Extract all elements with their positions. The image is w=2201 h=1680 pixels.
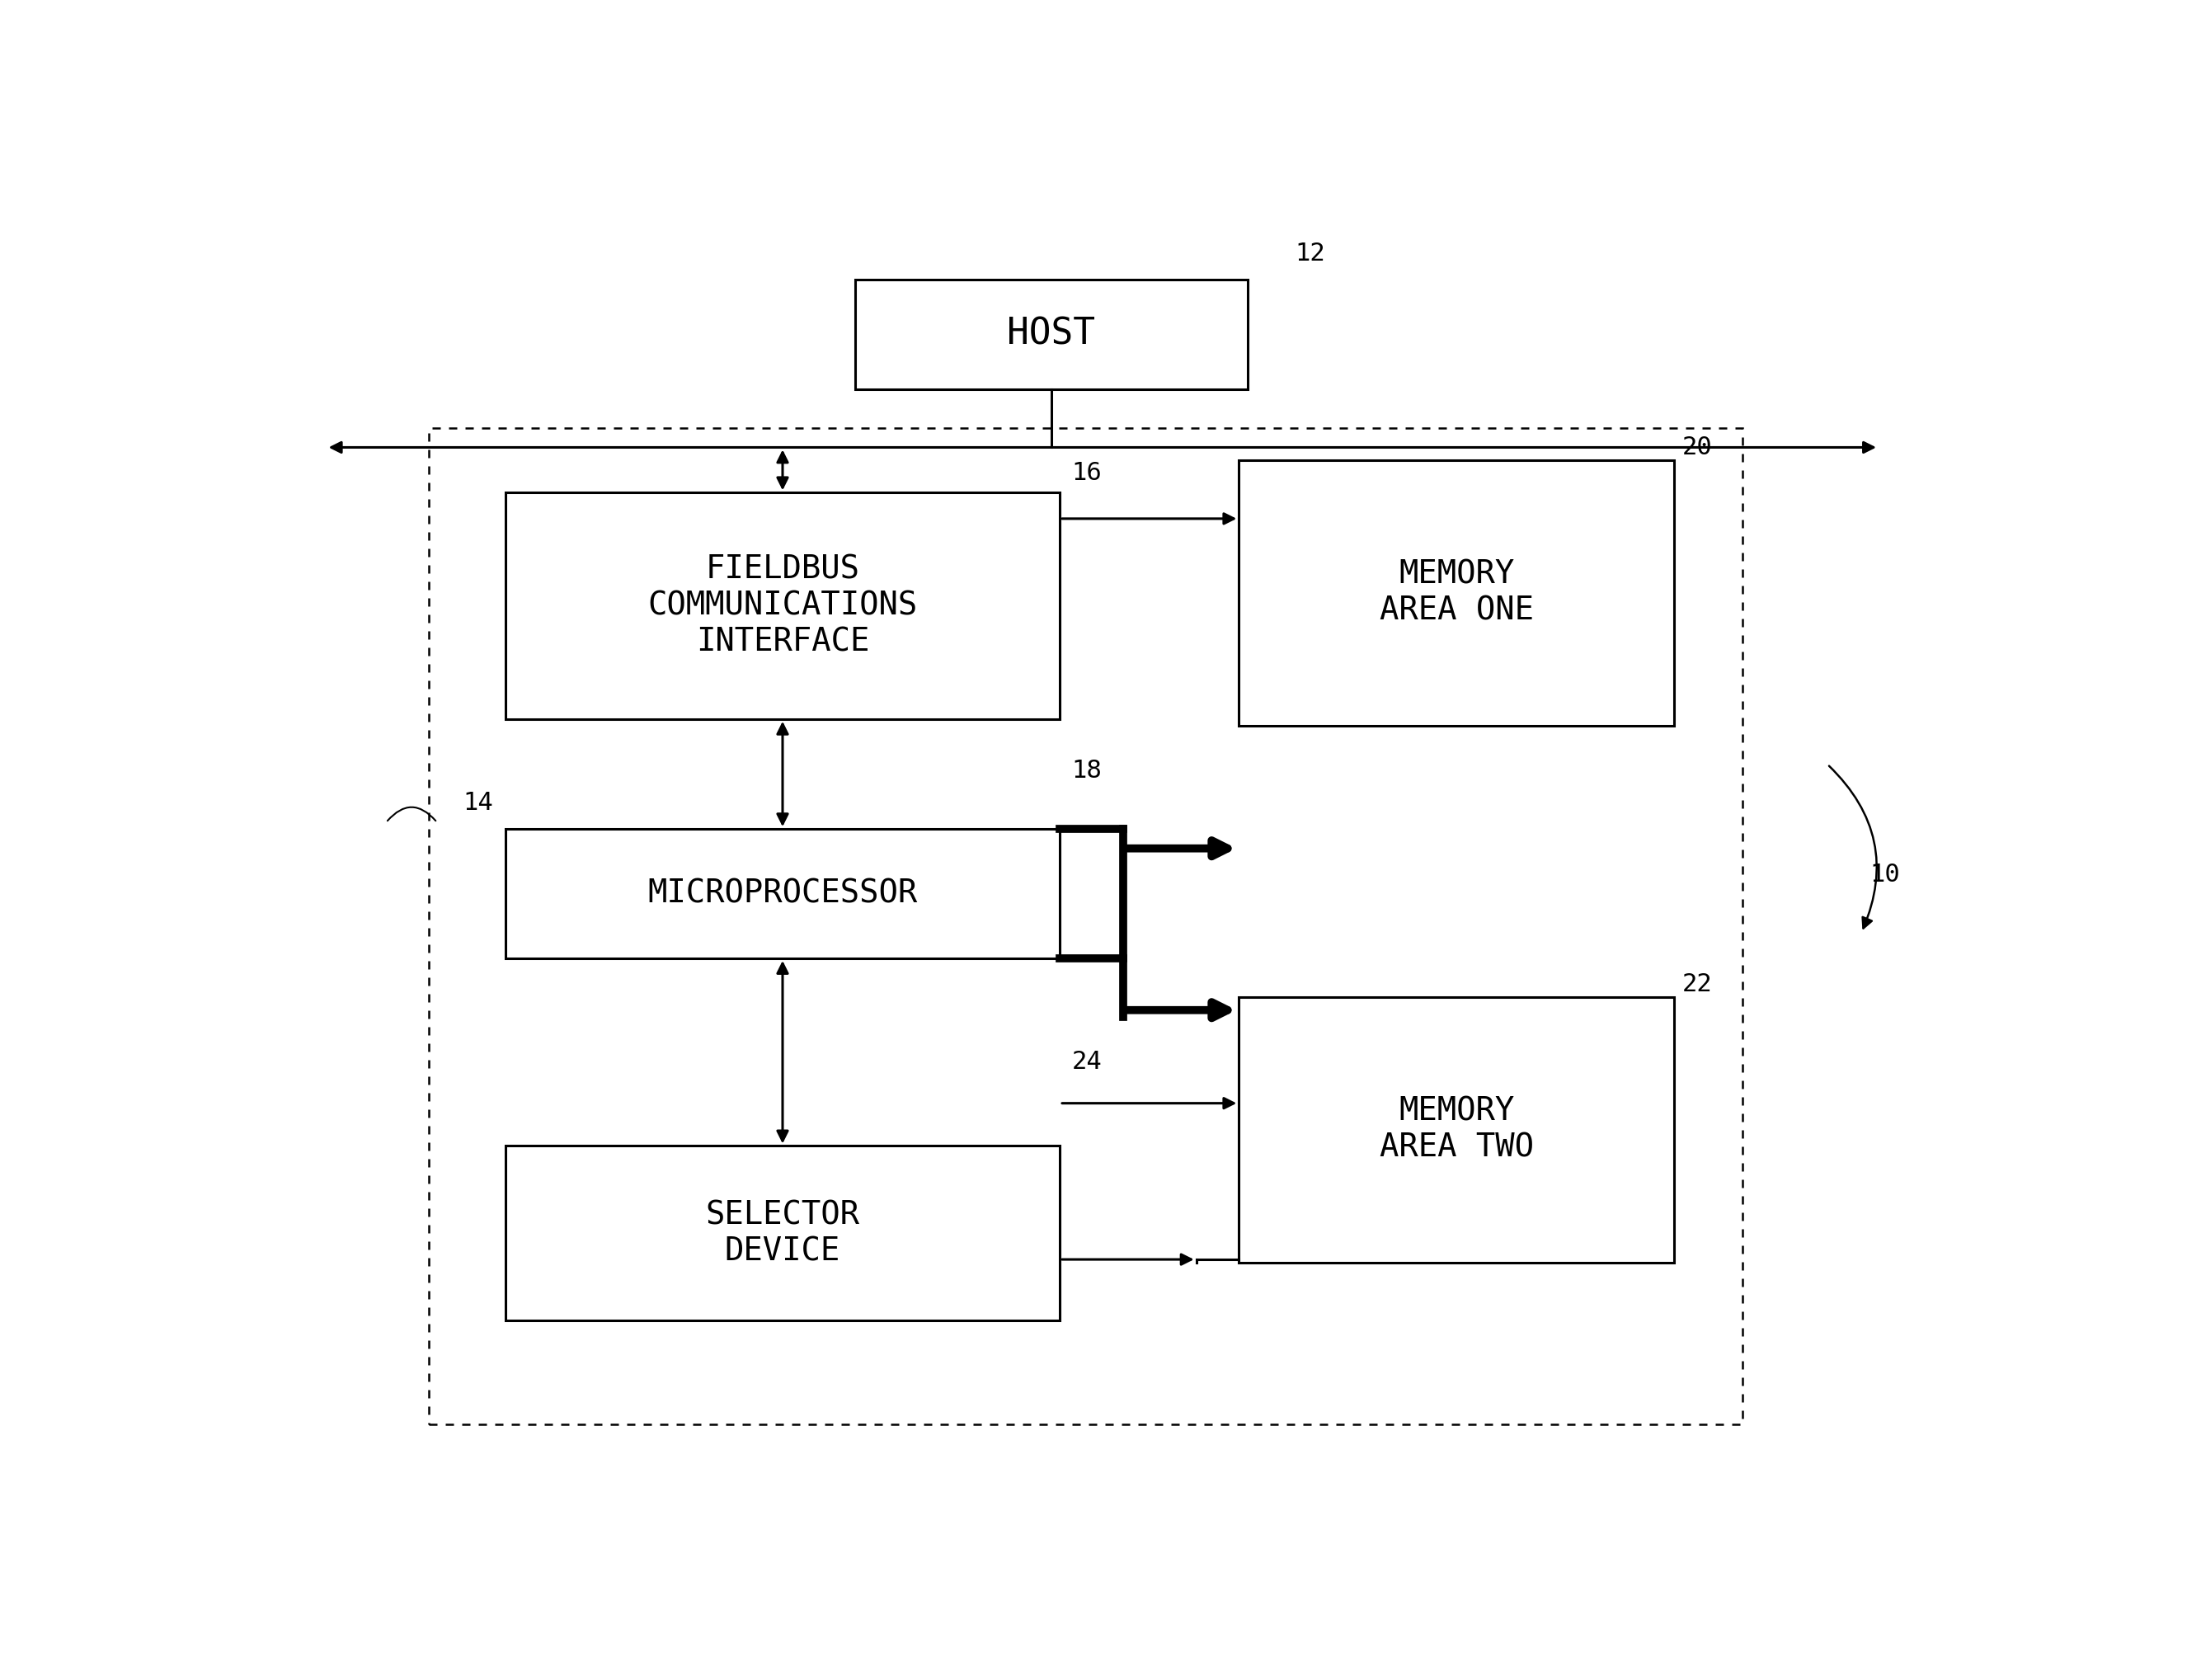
Bar (854, 279, 1248, 390)
Bar (506, 828, 1061, 958)
Text: MICROPROCESSOR: MICROPROCESSOR (647, 879, 918, 909)
Text: 12: 12 (1294, 242, 1325, 265)
Text: SELECTOR
DEVICE: SELECTOR DEVICE (707, 1200, 861, 1267)
Text: 22: 22 (1682, 973, 1712, 996)
Text: MEMORY
AREA TWO: MEMORY AREA TWO (1380, 1095, 1534, 1164)
Bar (506, 492, 1061, 719)
Bar (1239, 998, 1673, 1262)
Text: MEMORY
AREA ONE: MEMORY AREA ONE (1380, 559, 1534, 627)
Text: 24: 24 (1072, 1050, 1103, 1074)
Text: FIELDBUS
COMMUNICATIONS
INTERFACE: FIELDBUS COMMUNICATIONS INTERFACE (647, 554, 918, 659)
Text: HOST: HOST (1008, 316, 1096, 351)
Bar (429, 428, 1743, 1425)
Text: 14: 14 (462, 791, 493, 815)
Text: 16: 16 (1072, 462, 1103, 486)
Text: 10: 10 (1871, 862, 1899, 887)
Bar (1239, 460, 1673, 726)
Bar (506, 1146, 1061, 1320)
Text: 20: 20 (1682, 435, 1712, 459)
Text: 18: 18 (1072, 759, 1103, 783)
